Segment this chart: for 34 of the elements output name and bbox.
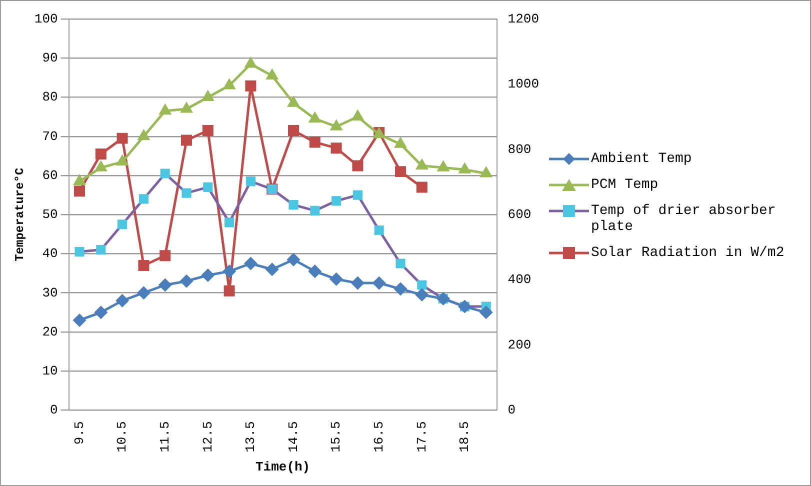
- y2-tick-label: 800: [508, 142, 532, 157]
- y-tick-label: 100: [34, 11, 58, 26]
- y-tick-label: 0: [50, 402, 58, 418]
- legend-label: PCM Temp: [591, 177, 658, 193]
- x-tick-label: 15.5: [328, 421, 344, 452]
- x-tick-label: 14.5: [286, 421, 301, 452]
- x-axis-title: Time(h): [255, 459, 310, 474]
- x-tick-label: 10.5: [114, 421, 130, 452]
- legend-label: Solar Radiation in W/m2: [591, 245, 784, 261]
- y2-tick-label: 1000: [508, 76, 540, 92]
- x-tick-label: 16.5: [372, 421, 387, 452]
- y2-tick-label: 0: [508, 402, 516, 418]
- x-tick-label: 17.5: [414, 421, 430, 452]
- x-tick-label: 12.5: [200, 421, 216, 452]
- y-axis-title: Temperature°C: [13, 168, 28, 262]
- y2-tick-label: 600: [508, 207, 532, 222]
- y-tick-label: 60: [42, 168, 58, 183]
- y-tick-label: 80: [42, 90, 58, 105]
- y2-tick-label: 400: [508, 272, 532, 288]
- y-tick-label: 20: [42, 324, 58, 340]
- y-tick-label: 70: [42, 128, 58, 144]
- y-tick-label: 10: [42, 364, 58, 379]
- y-tick-label: 90: [42, 50, 58, 66]
- y2-tick-label: 200: [508, 337, 532, 352]
- x-tick-label: 11.5: [158, 421, 173, 452]
- x-tick-label: 13.5: [243, 421, 258, 452]
- legend-label: Ambient Temp: [591, 151, 692, 167]
- y-tick-label: 30: [42, 285, 58, 300]
- y-tick-label: 40: [42, 246, 58, 262]
- legend-label: Temp of drier absorber plate: [591, 203, 777, 235]
- y2-tick-label: 1200: [508, 11, 540, 26]
- x-tick-label: 18.5: [457, 421, 472, 452]
- x-tick-label: 9.5: [72, 421, 87, 445]
- y-tick-label: 50: [42, 207, 58, 222]
